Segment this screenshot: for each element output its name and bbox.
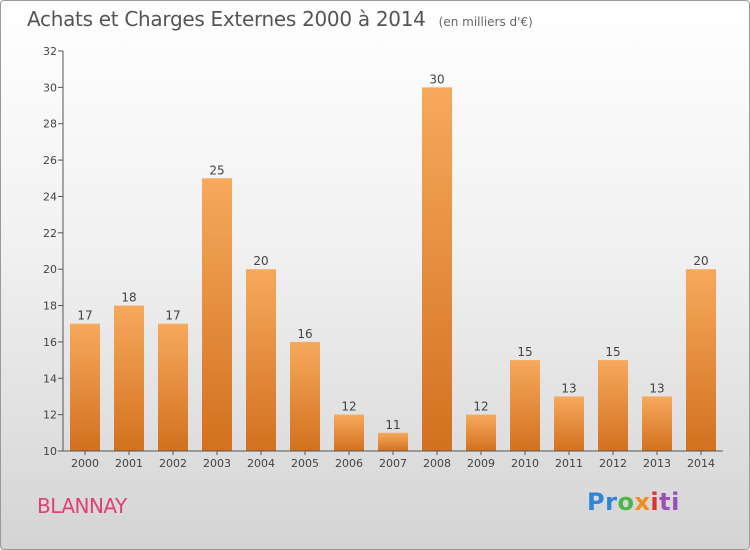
bar [510, 360, 540, 451]
y-tick-label: 26 [43, 154, 57, 167]
bar-value-label: 16 [297, 327, 312, 341]
bar [158, 323, 188, 451]
x-tick-label: 2014 [687, 457, 715, 470]
proxiti-logo[interactable]: Proxiti [587, 488, 680, 516]
chart-subtitle: (en milliers d'€) [438, 15, 533, 29]
x-axis: 2000 2001 2002 2003 2004 2005 2006 2007 2008 2009… [63, 450, 723, 470]
bar-value-label: 17 [165, 309, 180, 323]
bar [554, 396, 584, 451]
bar [290, 341, 320, 451]
y-tick-label: 32 [43, 45, 57, 58]
x-tick-label: 2008 [423, 457, 451, 470]
y-tick-label: 20 [43, 263, 57, 276]
x-tick-label: 2006 [335, 457, 363, 470]
y-tick-label: 22 [43, 227, 57, 240]
bar [598, 360, 628, 451]
x-tick-label: 2011 [555, 457, 583, 470]
x-tick-label: 2004 [247, 457, 275, 470]
y-tick-label: 28 [43, 118, 57, 131]
y-tick-label: 24 [43, 190, 57, 203]
chart-title: Achats et Charges Externes 2000 à 2014 [27, 7, 426, 31]
logo-part: ti [659, 488, 680, 516]
bar-value-label: 13 [649, 381, 664, 395]
y-tick-label: 10 [43, 445, 57, 458]
bar [114, 305, 144, 451]
bar-value-label: 20 [253, 254, 268, 268]
x-tick-label: 2012 [599, 457, 627, 470]
x-tick-label: 2003 [203, 457, 231, 470]
x-tick-label: 2013 [643, 457, 671, 470]
bar-value-label: 13 [561, 381, 576, 395]
bar-value-label: 15 [517, 345, 532, 359]
logo-part: o [617, 488, 635, 516]
x-tick-label: 2009 [467, 457, 495, 470]
commune-name: BLANNAY [37, 494, 127, 518]
x-tick-label: 2002 [159, 457, 187, 470]
x-tick-label: 2000 [71, 457, 99, 470]
bar-value-label: 30 [429, 72, 444, 86]
bar-value-label: 18 [121, 291, 136, 305]
bar [466, 414, 496, 451]
bar [70, 323, 100, 451]
bar-value-label: 12 [341, 400, 356, 414]
bar-value-label: 12 [473, 400, 488, 414]
y-tick-label: 12 [43, 409, 57, 422]
bar [202, 178, 232, 452]
logo-part: x [634, 488, 651, 516]
bar-value-label: 15 [605, 345, 620, 359]
bar [686, 269, 716, 451]
logo-part: Pr [587, 488, 618, 516]
y-tick-label: 16 [43, 336, 57, 349]
bar [378, 432, 408, 451]
logo-part: i [650, 488, 660, 516]
x-tick-label: 2007 [379, 457, 407, 470]
bar-value-label: 17 [77, 309, 92, 323]
bar [642, 396, 672, 451]
x-tick-label: 2001 [115, 457, 143, 470]
bar [246, 269, 276, 451]
bar [334, 414, 364, 451]
bar [422, 87, 452, 451]
bars: 17 18 17 25 20 16 12 11 30 12 15 13 15 13 20 [70, 72, 716, 452]
bar-value-label: 20 [693, 254, 708, 268]
bar-value-label: 11 [385, 418, 400, 432]
y-tick-label: 18 [43, 300, 57, 313]
y-tick-label: 14 [43, 372, 57, 385]
title-row: Achats et Charges Externes 2000 à 2014 (… [27, 7, 533, 31]
bar-value-label: 25 [209, 163, 224, 177]
x-tick-label: 2005 [291, 457, 319, 470]
y-tick-label: 30 [43, 81, 57, 94]
y-axis: 10 12 14 16 18 20 22 24 26 28 30 32 [43, 45, 64, 458]
x-tick-label: 2010 [511, 457, 539, 470]
